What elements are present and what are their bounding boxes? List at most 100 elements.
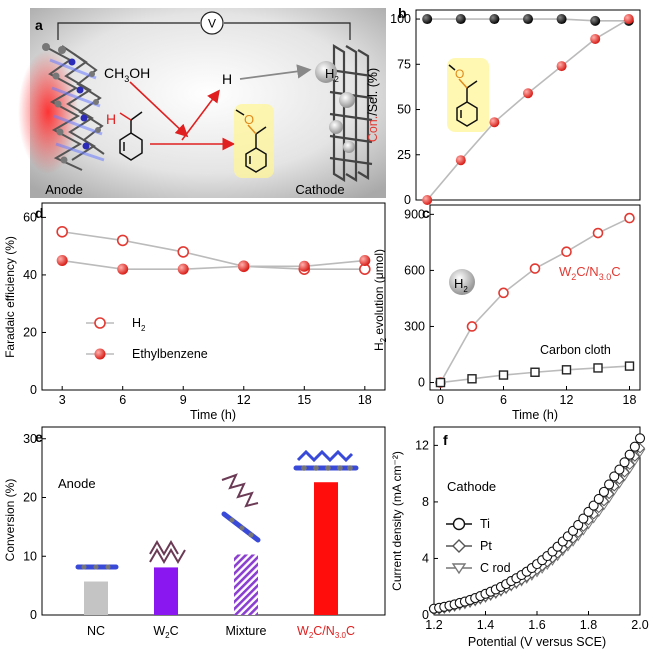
c-xtick-label: 18 <box>623 393 637 407</box>
panel-e: e 0 10 20 30 Conversion (%) Anode NC W2C Mi… <box>3 426 386 640</box>
c-point-carbon-cloth <box>593 363 603 373</box>
c-xtick-label: 0 <box>437 393 444 407</box>
voltmeter-label: V <box>208 17 216 31</box>
panel-f-label: f <box>443 432 448 448</box>
h2-bubble-small <box>329 120 343 134</box>
d-point-ethylbenzene <box>359 255 371 267</box>
f-ytick-label: 4 <box>422 551 429 565</box>
b-point <box>523 88 533 99</box>
legend-crod-marker <box>451 563 467 575</box>
legend-crod-label: C rod <box>480 561 511 575</box>
f-xtick-label: 1.2 <box>425 618 442 632</box>
panel-c-legend-w2c: W2C/N3.0C <box>559 264 621 282</box>
c-point-carbon-cloth <box>624 361 635 371</box>
h2-bubble-large <box>315 61 337 83</box>
panel-d-label: d <box>35 205 44 221</box>
c-ytick-label: 900 <box>404 207 425 221</box>
f-point-ti <box>588 500 599 511</box>
panel-e-plot-frame <box>41 426 386 616</box>
b-point <box>556 61 567 72</box>
f-point-ti <box>593 493 604 504</box>
panel-d-xlabel: Time (h) <box>190 408 236 422</box>
c-point-carbon-cloth <box>435 377 446 388</box>
d-xtick-label: 15 <box>297 393 311 407</box>
e-bar-3 <box>234 554 258 615</box>
w2cn-structure-icon <box>293 449 359 471</box>
c-point-carbon-cloth <box>498 370 509 380</box>
d-xtick-label: 12 <box>237 393 251 407</box>
ethylbenzene-molecule <box>119 111 143 161</box>
panel-c-h2-bubble <box>449 269 475 295</box>
d-point-ethylbenzene <box>177 263 189 275</box>
c-point-w2c <box>592 227 604 239</box>
b-point <box>422 195 433 205</box>
d-xtick-label: 18 <box>358 393 372 407</box>
panel-b-plot-frame <box>415 9 641 201</box>
panel-b: b 0 25 50 75 100 Con./Sel. (%) O <box>366 5 641 207</box>
panel-e-bars <box>84 482 338 615</box>
d-point-ethylbenzene <box>298 260 310 272</box>
e-bar-2 <box>154 567 178 615</box>
d-point-h2 <box>116 234 129 247</box>
b-ytick-label: 50 <box>397 103 411 117</box>
f-point-ti <box>604 479 615 490</box>
c-series-line <box>439 217 630 383</box>
d-xtick-label: 9 <box>180 393 187 407</box>
b-ytick-label: 25 <box>397 148 411 162</box>
anode-atoms <box>42 43 101 164</box>
f-point-ti <box>609 471 620 482</box>
wire-left <box>57 22 200 40</box>
panel-c: c 0 300 600 900 0 6 12 18 H2 evolution (μmol) T… <box>372 204 641 422</box>
panel-f-annotation: Cathode <box>447 479 496 494</box>
f-xtick-label: 1.4 <box>477 618 494 632</box>
wire-right <box>224 22 351 40</box>
b-point <box>489 117 500 128</box>
arrow-to-h <box>181 89 220 141</box>
panel-f-ticks: 0 4 8 12 1.2 1.4 1.6 1.8 2.0 <box>415 438 649 632</box>
f-series-line <box>433 447 641 611</box>
ch3oh-label: CH3OH <box>104 65 150 84</box>
f-point-ti <box>624 449 635 460</box>
b-point <box>556 14 567 25</box>
f-point-ti <box>619 457 630 468</box>
panel-c-h2-label: H2 <box>454 276 468 294</box>
b-point <box>455 14 466 25</box>
panel-d-plot-frame <box>41 202 386 391</box>
panel-f: f 0 4 8 12 1.2 1.4 1.6 1.8 2.0 Current density (… <box>390 426 649 649</box>
reactant-h-label: H <box>106 111 116 127</box>
e-ytick-label: 0 <box>30 608 37 622</box>
product-molecule: O <box>234 104 274 178</box>
f-ytick-label: 12 <box>415 438 429 452</box>
h2-bubble-tiny <box>343 141 355 153</box>
panel-b-molecule: O <box>447 58 489 132</box>
d-point-ethylbenzene <box>117 263 129 275</box>
c-point-carbon-cloth <box>467 374 477 384</box>
panel-d: d 0 20 40 60 3 6 9 12 15 18 Faradaic efficiency (… <box>3 202 386 422</box>
h-atom-label: H <box>222 71 232 87</box>
nc-structure-icon <box>75 564 119 570</box>
c-point-w2c <box>529 263 541 274</box>
panel-d-ylabel: Faradaic efficiency (%) <box>3 236 17 358</box>
panel-b-y-ticks: 0 25 50 75 100 <box>390 12 420 207</box>
c-point-w2c <box>624 212 635 224</box>
h2-cathode-label: H2 <box>325 66 339 84</box>
d-xtick-label: 6 <box>119 393 126 407</box>
legend-pt-marker <box>452 539 466 553</box>
panel-e-ticks: 0 10 20 30 <box>23 432 327 622</box>
e-ytick-label: 20 <box>23 491 37 505</box>
f-series-line <box>433 452 641 612</box>
panel-e-label: e <box>35 429 43 445</box>
d-series-line <box>62 259 365 270</box>
panel-c-legend-carbon-cloth: Carbon cloth <box>540 343 611 357</box>
panel-d-ticks: 0 20 40 60 3 6 9 12 15 18 <box>23 210 372 407</box>
d-series-line <box>62 230 365 270</box>
b-point <box>590 33 601 44</box>
legend-h2-marker <box>94 317 106 329</box>
b-point <box>523 14 533 25</box>
d-ytick-label: 60 <box>23 210 37 224</box>
c-ytick-label: 600 <box>404 263 425 277</box>
arrow-h-to-cathode <box>239 64 312 80</box>
legend-ti-label: Ti <box>480 517 490 531</box>
f-point-ti <box>634 433 646 444</box>
